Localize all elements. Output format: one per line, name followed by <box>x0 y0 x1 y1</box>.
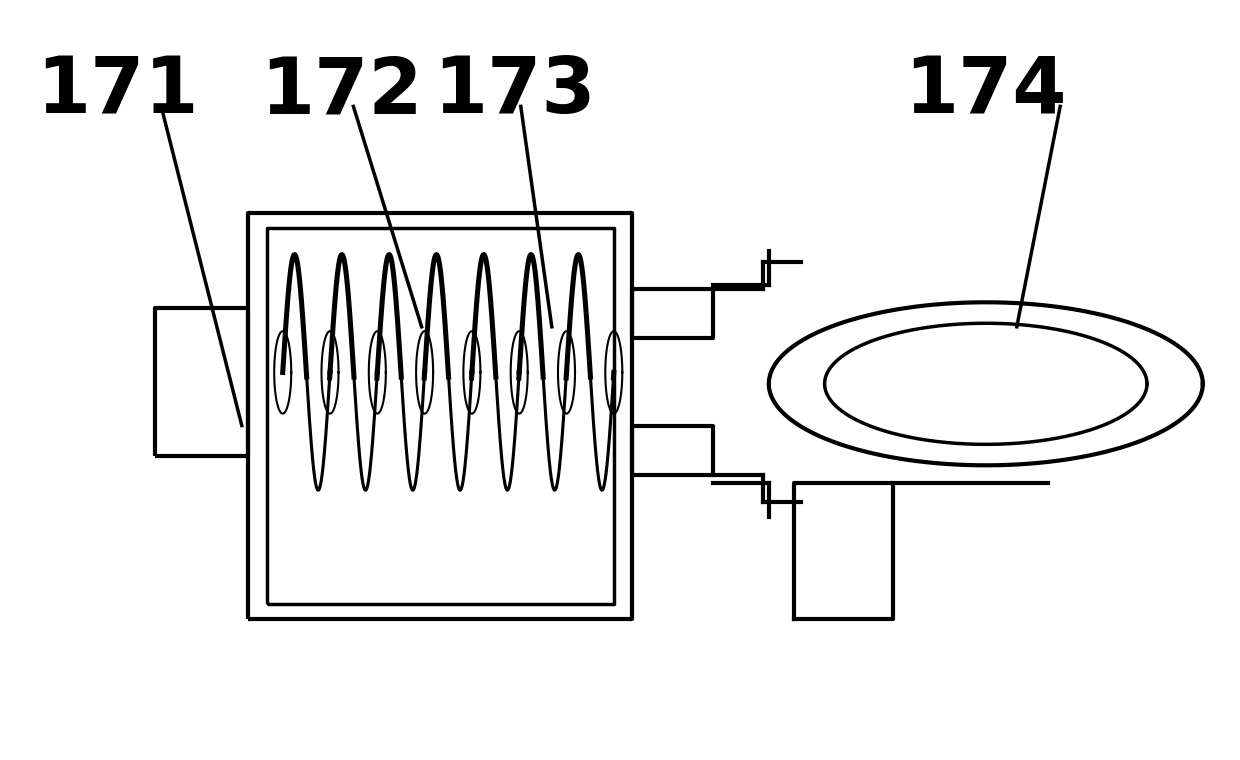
Text: 172: 172 <box>259 53 423 129</box>
Text: 174: 174 <box>904 53 1068 129</box>
Text: 171: 171 <box>36 53 200 129</box>
Text: 173: 173 <box>433 53 596 129</box>
